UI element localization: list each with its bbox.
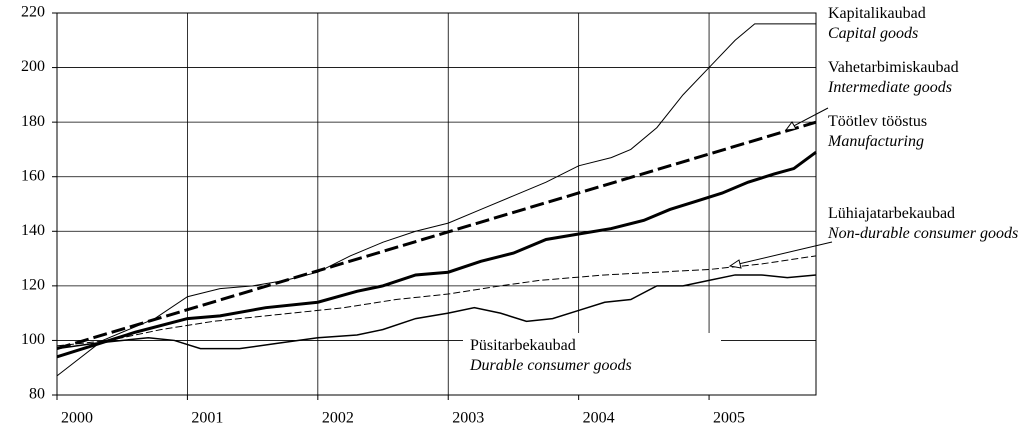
label-en: Non-durable consumer goods xyxy=(828,225,1019,242)
series-label: Püsitarbekaubad Durable consumer goods xyxy=(470,336,720,376)
series-line xyxy=(56,274,817,350)
x-tick-label: 2000 xyxy=(61,410,93,427)
y-tick-label: 200 xyxy=(21,58,45,75)
series-label: Lühiajatarbekaubad Non-durable consumer g… xyxy=(828,204,1028,244)
label-en: Capital goods xyxy=(828,25,919,42)
x-tick-label: 2003 xyxy=(452,410,484,427)
pointer xyxy=(729,241,833,267)
series-line xyxy=(56,150,817,359)
series-label: Vahetarbimiskaubad Intermediate goods xyxy=(828,58,1008,98)
label-et: Püsitarbekaubad xyxy=(470,337,576,354)
arrowhead xyxy=(728,259,742,269)
x-tick-label: 2005 xyxy=(713,410,745,427)
y-tick-label: 140 xyxy=(21,222,45,239)
series-line xyxy=(56,255,817,347)
x-tick-label: 2002 xyxy=(322,410,354,427)
y-tick-label: 120 xyxy=(21,277,45,294)
y-tick-label: 160 xyxy=(21,167,45,184)
label-en: Intermediate goods xyxy=(828,79,952,96)
arrowhead xyxy=(784,121,797,131)
label-box xyxy=(463,333,721,395)
x-tick-label: 2001 xyxy=(191,410,223,427)
y-tick-label: 180 xyxy=(21,113,45,130)
y-tick-label: 220 xyxy=(21,4,45,21)
x-tick-label: 2004 xyxy=(583,410,615,427)
y-tick-label: 100 xyxy=(21,331,45,348)
plot-frame xyxy=(56,12,817,396)
label-et: Kapitalikaubad xyxy=(828,5,926,22)
series-label: Kapitalikaubad Capital goods xyxy=(828,4,968,44)
label-en: Durable consumer goods xyxy=(470,357,632,374)
series-line xyxy=(56,23,816,377)
series-label: Töötlev tööstus Manufacturing xyxy=(828,112,988,152)
label-et: Lühiajatarbekaubad xyxy=(828,205,956,222)
label-en: Manufacturing xyxy=(828,133,924,150)
label-et: Töötlev tööstus xyxy=(828,113,928,130)
y-tick-label: 80 xyxy=(29,386,45,403)
label-et: Vahetarbimiskaubad xyxy=(828,59,959,76)
